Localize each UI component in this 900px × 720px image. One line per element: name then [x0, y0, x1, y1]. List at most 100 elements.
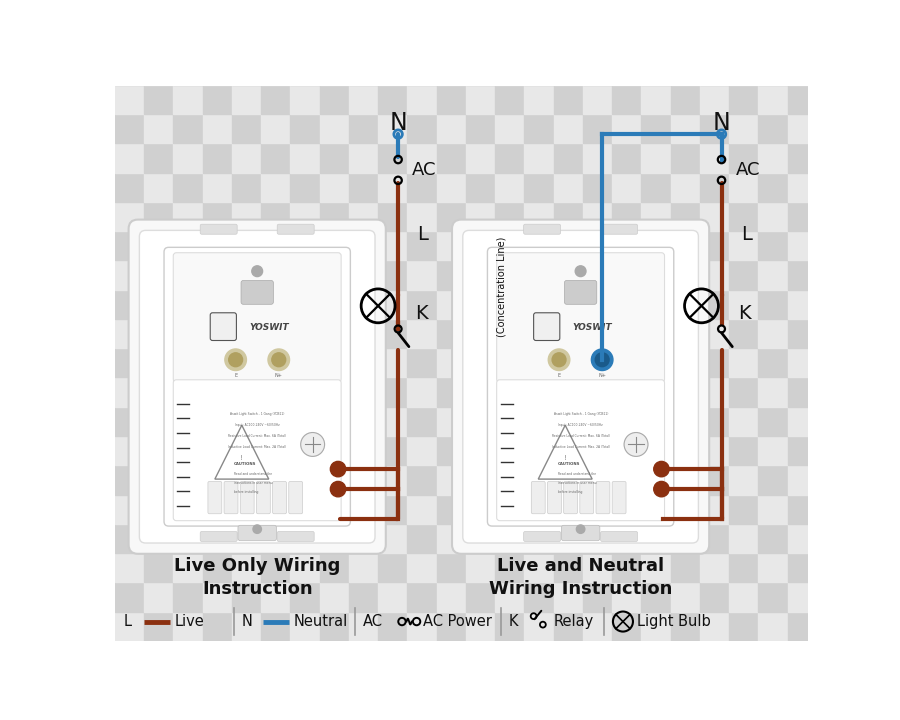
Bar [642, 202, 670, 231]
Bar [291, 377, 319, 407]
Bar [261, 436, 291, 465]
Bar [378, 348, 408, 377]
Bar [729, 523, 759, 553]
Bar [612, 319, 642, 348]
Bar [144, 114, 174, 143]
Bar [817, 261, 846, 289]
Bar [817, 377, 846, 407]
FancyBboxPatch shape [277, 224, 314, 234]
Bar [788, 319, 817, 348]
Bar [642, 611, 670, 641]
Bar [788, 407, 817, 436]
Bar [495, 231, 525, 261]
Bar [174, 319, 203, 348]
Bar [642, 85, 670, 114]
Bar [144, 582, 174, 611]
Bar [729, 582, 759, 611]
Bar [408, 465, 436, 495]
Bar [700, 261, 729, 289]
Bar [174, 143, 203, 173]
Bar [144, 173, 174, 202]
FancyBboxPatch shape [488, 248, 674, 526]
Bar [583, 377, 612, 407]
Bar [612, 553, 642, 582]
Bar [554, 202, 583, 231]
Bar [291, 143, 319, 173]
Bar [436, 348, 466, 377]
Bar [466, 143, 495, 173]
FancyBboxPatch shape [600, 531, 637, 541]
Bar [320, 85, 349, 114]
Text: !: ! [563, 455, 567, 462]
Bar [320, 495, 349, 523]
Bar [408, 407, 436, 436]
Bar [788, 289, 817, 319]
Bar [642, 523, 670, 553]
Bar [788, 611, 817, 641]
Bar [349, 407, 378, 436]
Bar [583, 143, 612, 173]
Bar [817, 319, 846, 348]
Bar [670, 289, 700, 319]
Bar [144, 202, 174, 231]
Bar [349, 523, 378, 553]
Bar [408, 231, 436, 261]
Bar [700, 407, 729, 436]
Bar [554, 523, 583, 553]
Bar [525, 202, 554, 231]
Circle shape [252, 266, 263, 276]
Bar [642, 143, 670, 173]
Bar [261, 407, 291, 436]
Bar [232, 553, 261, 582]
FancyBboxPatch shape [129, 220, 386, 554]
FancyBboxPatch shape [200, 224, 238, 234]
Bar [144, 261, 174, 289]
Bar [642, 582, 670, 611]
Bar [436, 143, 466, 173]
Bar [114, 173, 144, 202]
Bar [174, 231, 203, 261]
Bar [495, 289, 525, 319]
Bar [466, 114, 495, 143]
Bar [670, 231, 700, 261]
Bar [466, 85, 495, 114]
Bar [700, 231, 729, 261]
Bar [729, 611, 759, 641]
Bar [583, 465, 612, 495]
Bar [759, 55, 788, 85]
Bar [174, 582, 203, 611]
Bar [114, 523, 144, 553]
Bar [436, 114, 466, 143]
Bar [202, 407, 232, 436]
Bar [378, 377, 408, 407]
Bar [114, 261, 144, 289]
Bar [525, 436, 554, 465]
Bar [729, 173, 759, 202]
Bar [232, 407, 261, 436]
Bar [349, 55, 378, 85]
Bar [495, 348, 525, 377]
Bar [349, 143, 378, 173]
Bar [114, 582, 144, 611]
Bar [466, 319, 495, 348]
Bar [670, 495, 700, 523]
Bar [788, 465, 817, 495]
Bar [349, 348, 378, 377]
Bar [144, 319, 174, 348]
Bar [700, 611, 729, 641]
Bar [291, 523, 319, 553]
Bar [114, 202, 144, 231]
Bar [817, 582, 846, 611]
Bar [554, 495, 583, 523]
Bar [378, 261, 408, 289]
Text: Light Bulb: Light Bulb [637, 614, 711, 629]
Bar [232, 55, 261, 85]
Bar [291, 55, 319, 85]
Text: N+: N+ [274, 373, 283, 378]
Text: Live: Live [175, 614, 204, 629]
Text: E: E [557, 373, 561, 378]
Bar [583, 261, 612, 289]
Bar [670, 85, 700, 114]
Bar [232, 231, 261, 261]
Bar [817, 407, 846, 436]
